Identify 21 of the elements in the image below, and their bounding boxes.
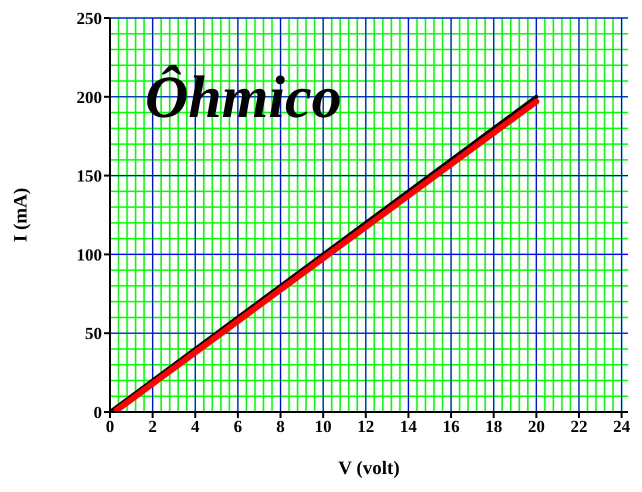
x-tick-label: 10 [314, 417, 332, 436]
y-tick-label: 200 [76, 88, 102, 107]
x-tick-label: 8 [276, 417, 285, 436]
x-tick-label: 2 [148, 417, 157, 436]
x-tick-label: 0 [106, 417, 114, 436]
y-tick-label: 250 [76, 9, 102, 28]
x-axis-title: V (volt) [338, 458, 400, 479]
y-tick-label: 150 [76, 166, 102, 186]
y-tick-label: 50 [85, 324, 102, 344]
x-tick-label: 22 [570, 417, 588, 436]
y-tick-label: 100 [76, 245, 102, 264]
x-tick-label: 18 [485, 417, 502, 436]
y-axis-title: I (mA) [10, 188, 32, 242]
y-tick-label: 0 [94, 403, 102, 422]
x-tick-label: 24 [613, 417, 631, 436]
x-tick-label: 14 [400, 417, 418, 436]
x-tick-label: 4 [191, 417, 200, 436]
x-tick-label: 16 [442, 417, 460, 436]
x-tick-label: 12 [357, 417, 374, 436]
x-tick-label: 6 [234, 417, 242, 436]
x-tick-label: 20 [528, 417, 545, 436]
